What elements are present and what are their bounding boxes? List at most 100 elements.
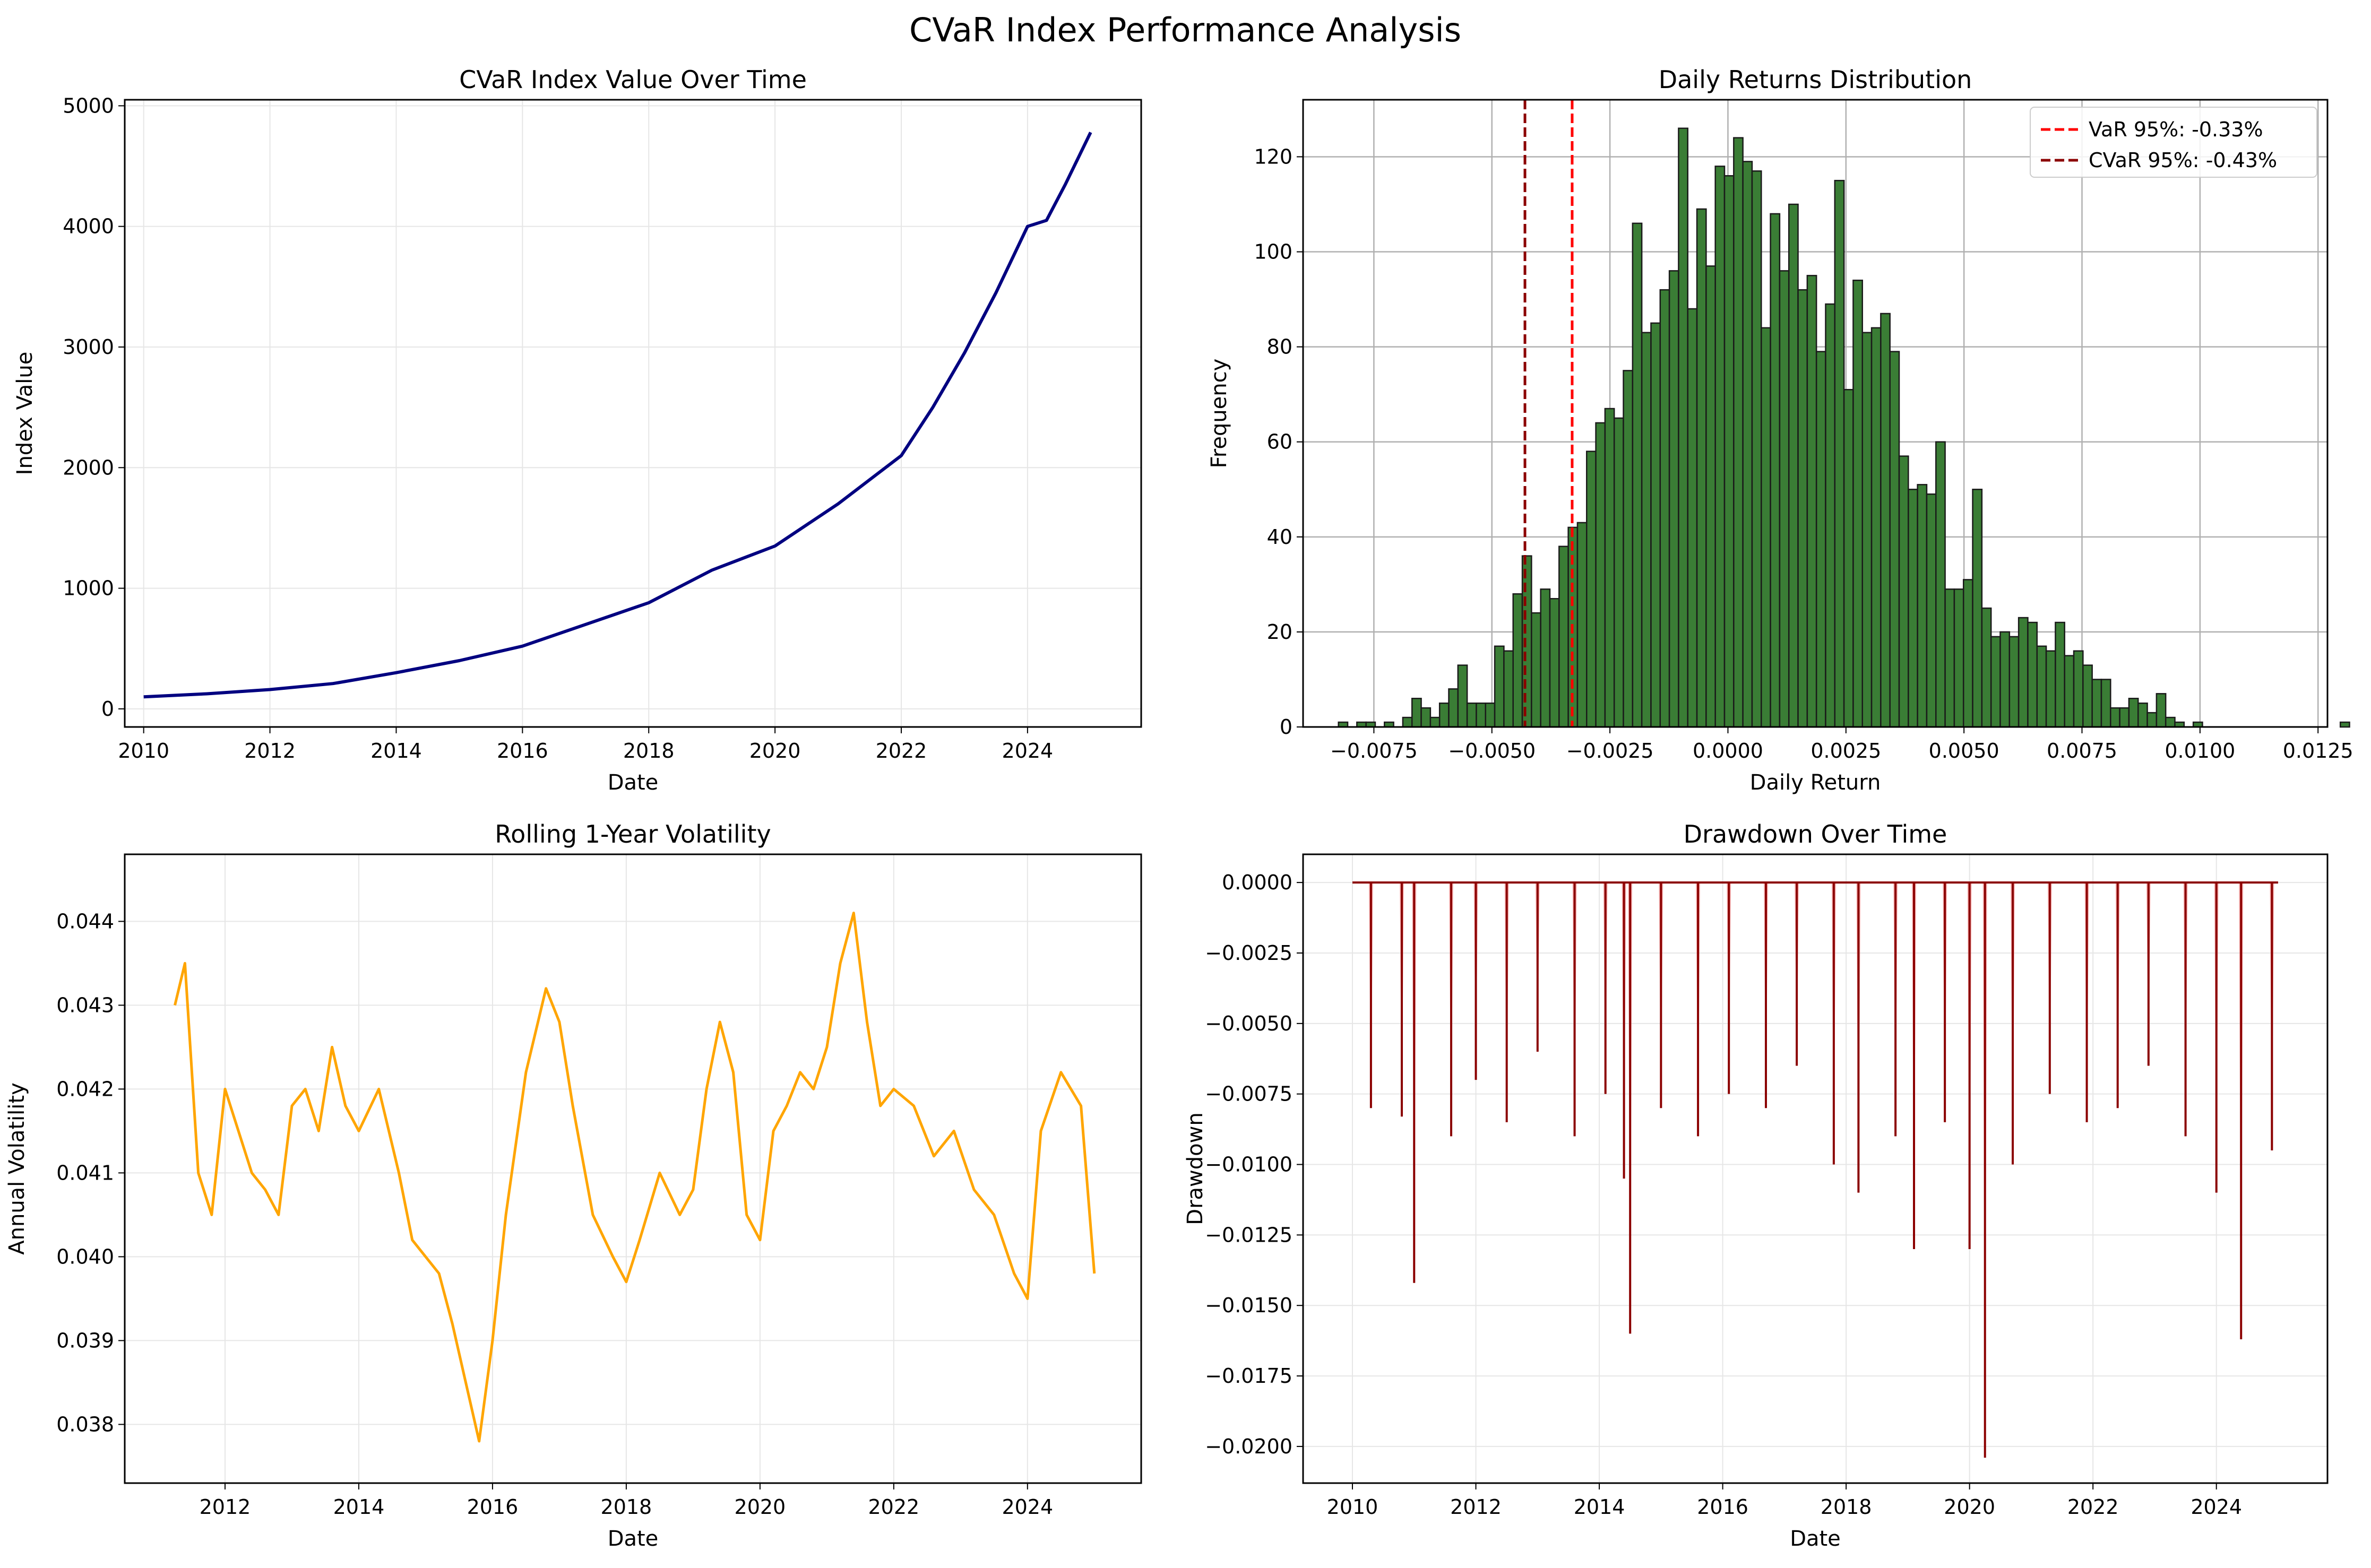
histogram-bar	[1420, 707, 1432, 728]
drawdown-xlabel: Date	[1790, 1527, 1841, 1551]
returns-histogram-xlabel: Daily Return	[1750, 770, 1881, 795]
histogram-bar	[1650, 322, 1661, 728]
rolling-volatility-xtick-label: 2014	[333, 1495, 385, 1519]
histogram-bar	[2036, 645, 2047, 728]
index-value-ytick-label: 3000	[63, 335, 114, 359]
histogram-bar	[1889, 351, 1900, 728]
drawdown-xtick-label: 2010	[1327, 1495, 1378, 1519]
histogram-bar	[1935, 441, 1946, 728]
index-value-ticks: 2010 2012 2014 2016 2018 2020 2022 2024 0 1000 200…	[63, 94, 1053, 763]
returns-histogram-xtick-label: −0.0075	[1330, 739, 1418, 763]
histogram-bar	[1852, 280, 1864, 728]
histogram-bar	[1613, 417, 1624, 728]
index-value-ytick-label: 4000	[63, 215, 114, 238]
histogram-bar	[1549, 597, 1560, 728]
rolling-volatility-ytick-label: 0.040	[56, 1245, 114, 1268]
rolling-volatility-xtick-label: 2020	[735, 1495, 786, 1519]
drawdown-title: Drawdown Over Time	[1684, 820, 1947, 848]
rolling-volatility-ytick-label: 0.039	[56, 1329, 114, 1352]
histogram-bar	[1604, 408, 1615, 728]
index-value-ytick-label: 0	[101, 697, 114, 721]
returns-histogram-legend: VaR 95%: -0.33% CVaR 95%: -0.43%	[2030, 107, 2317, 178]
returns-histogram-xtick-label: 0.0075	[2047, 739, 2117, 763]
histogram-bar	[1953, 588, 1964, 728]
histogram-bar	[1494, 645, 1505, 728]
returns-histogram-ticks: −0.0075 −0.0050 −0.0025 0.0000 0.0025 0.0050 0…	[1254, 145, 2353, 763]
histogram-bar	[1705, 265, 1716, 728]
drawdown-ytick-label: −0.0125	[1205, 1223, 1292, 1246]
returns-histogram-frame	[1302, 99, 2329, 728]
rolling-volatility-ytick-label: 0.041	[56, 1161, 114, 1184]
index-value-frame	[124, 99, 1142, 728]
histogram-bar	[1926, 493, 1937, 728]
histogram-bar	[1861, 332, 1873, 728]
drawdown-xtick-label: 2012	[1450, 1495, 1502, 1519]
returns-histogram-panel: −0.0075 −0.0050 −0.0025 0.0000 0.0025 0.0050 0…	[1207, 65, 2353, 795]
rolling-volatility-series-line	[174, 912, 1096, 1443]
histogram-bar	[1623, 370, 1634, 728]
histogram-bar	[1687, 308, 1698, 728]
rolling-volatility-xlabel: Date	[608, 1527, 659, 1551]
histogram-bar	[2128, 698, 2139, 728]
drawdown-xtick-label: 2014	[1574, 1495, 1625, 1519]
histogram-bar	[1917, 484, 1928, 728]
drawdown-ticks: 2010 2012 2014 2016 2018 2020 2022 2024 0.0000 −0…	[1205, 871, 2242, 1519]
rolling-volatility-grid	[125, 854, 1141, 1483]
histogram-bar	[1503, 650, 1514, 728]
drawdown-fill	[1352, 882, 2278, 1458]
returns-histogram-marks	[1338, 100, 2350, 728]
index-value-marks	[143, 132, 1092, 699]
histogram-bar	[2055, 621, 2065, 728]
drawdown-ytick-label: 0.0000	[1222, 871, 1292, 894]
drawdown-ytick-label: −0.0200	[1205, 1435, 1292, 1458]
rolling-volatility-title: Rolling 1-Year Volatility	[495, 820, 771, 848]
legend-cvar-label: CVaR 95%: -0.43%	[2089, 149, 2277, 172]
histogram-bar	[2091, 679, 2102, 728]
drawdown-xtick-label: 2024	[2191, 1495, 2242, 1519]
histogram-bar	[1742, 161, 1753, 728]
returns-histogram-xtick-label: 0.0100	[2165, 739, 2235, 763]
histogram-bar	[1411, 698, 1422, 728]
index-value-xtick-label: 2024	[1002, 739, 1054, 763]
histogram-bar	[1908, 489, 1918, 728]
histogram-bar	[1659, 289, 1670, 728]
histogram-bar	[1834, 179, 1845, 728]
index-value-xtick-label: 2020	[749, 739, 801, 763]
index-value-ytick-label: 1000	[63, 577, 114, 600]
rolling-volatility-ytick-label: 0.043	[56, 993, 114, 1017]
histogram-bar	[1448, 688, 1459, 728]
rolling-volatility-xtick-label: 2012	[200, 1495, 251, 1519]
histogram-bar	[1944, 588, 1955, 728]
drawdown-xtick-label: 2020	[1944, 1495, 1995, 1519]
histogram-bar	[1843, 388, 1854, 728]
histogram-bar	[1476, 702, 1487, 728]
histogram-bar	[1485, 702, 1496, 728]
histogram-bar	[2100, 679, 2111, 728]
histogram-bar	[1632, 222, 1643, 728]
histogram-bar	[2146, 712, 2158, 728]
index-value-xtick-label: 2012	[244, 739, 296, 763]
index-value-xtick-label: 2014	[370, 739, 422, 763]
index-value-grid	[125, 100, 1141, 727]
histogram-bar	[2137, 702, 2148, 728]
histogram-bar	[1999, 631, 2011, 728]
histogram-bar	[1981, 607, 1992, 728]
histogram-bar	[1972, 489, 1983, 728]
histogram-bar	[1788, 203, 1799, 728]
histogram-bar	[2045, 650, 2056, 728]
histogram-bar	[2156, 693, 2167, 728]
drawdown-panel: 2010 2012 2014 2016 2018 2020 2022 2024 0.0000 −0…	[1183, 820, 2329, 1551]
rolling-volatility-xtick-label: 2016	[467, 1495, 519, 1519]
drawdown-xtick-label: 2018	[1821, 1495, 1872, 1519]
returns-histogram-xtick-label: 0.0025	[1810, 739, 1881, 763]
histogram-bar	[1531, 612, 1541, 728]
index-value-series-line	[143, 132, 1092, 699]
index-value-ytick-label: 5000	[63, 94, 114, 117]
histogram-bar	[1880, 313, 1891, 728]
returns-histogram-ytick-label: 60	[1267, 430, 1292, 454]
drawdown-ytick-label: −0.0025	[1205, 941, 1292, 965]
returns-histogram-ytick-label: 40	[1267, 525, 1292, 549]
index-value-ylabel: Index Value	[13, 352, 37, 475]
histogram-bar	[1825, 303, 1836, 728]
histogram-bar	[1733, 137, 1744, 728]
